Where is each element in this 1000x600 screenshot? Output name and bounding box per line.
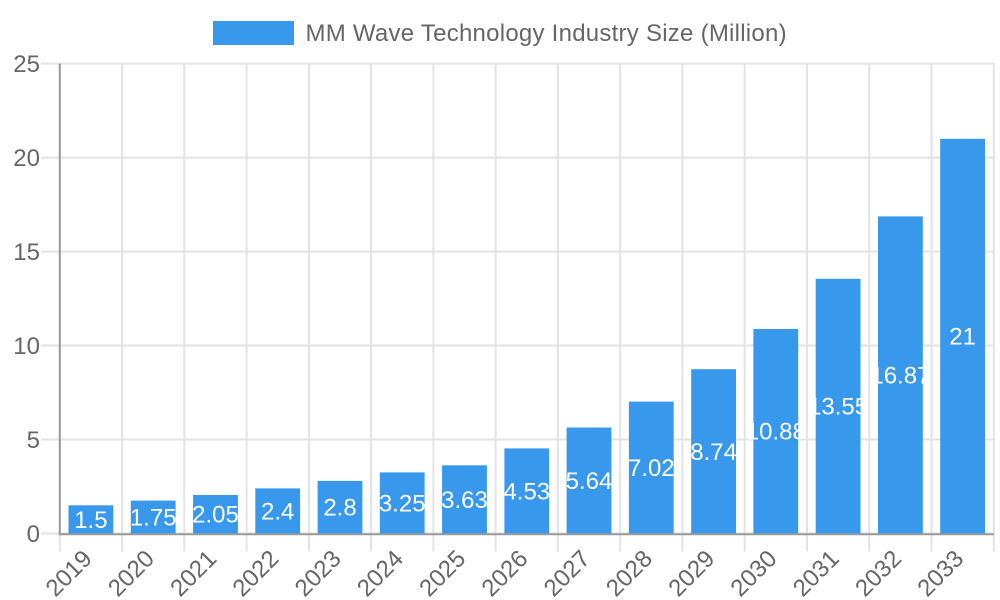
svg-text:5: 5 — [27, 427, 40, 454]
svg-text:MM Wave Technology Industry Si: MM Wave Technology Industry Size (Millio… — [306, 20, 787, 47]
svg-text:0: 0 — [27, 521, 40, 548]
svg-text:10.88: 10.88 — [746, 419, 806, 446]
svg-text:25: 25 — [13, 51, 40, 78]
svg-text:8.74: 8.74 — [690, 439, 737, 466]
svg-text:3.25: 3.25 — [379, 491, 426, 518]
svg-text:5.64: 5.64 — [566, 468, 613, 495]
svg-text:15: 15 — [13, 239, 40, 266]
svg-text:16.87: 16.87 — [870, 363, 930, 390]
svg-text:2.05: 2.05 — [192, 502, 239, 529]
svg-text:20: 20 — [13, 145, 40, 172]
svg-text:2.4: 2.4 — [261, 498, 294, 525]
svg-text:3.63: 3.63 — [441, 487, 488, 514]
svg-text:1.75: 1.75 — [130, 505, 177, 532]
svg-text:10: 10 — [13, 333, 40, 360]
svg-text:2.8: 2.8 — [323, 495, 356, 522]
svg-text:21: 21 — [949, 324, 976, 351]
svg-text:7.02: 7.02 — [628, 455, 675, 482]
svg-text:1.5: 1.5 — [74, 507, 107, 534]
svg-text:4.53: 4.53 — [503, 478, 550, 505]
svg-text:13.55: 13.55 — [808, 394, 868, 421]
